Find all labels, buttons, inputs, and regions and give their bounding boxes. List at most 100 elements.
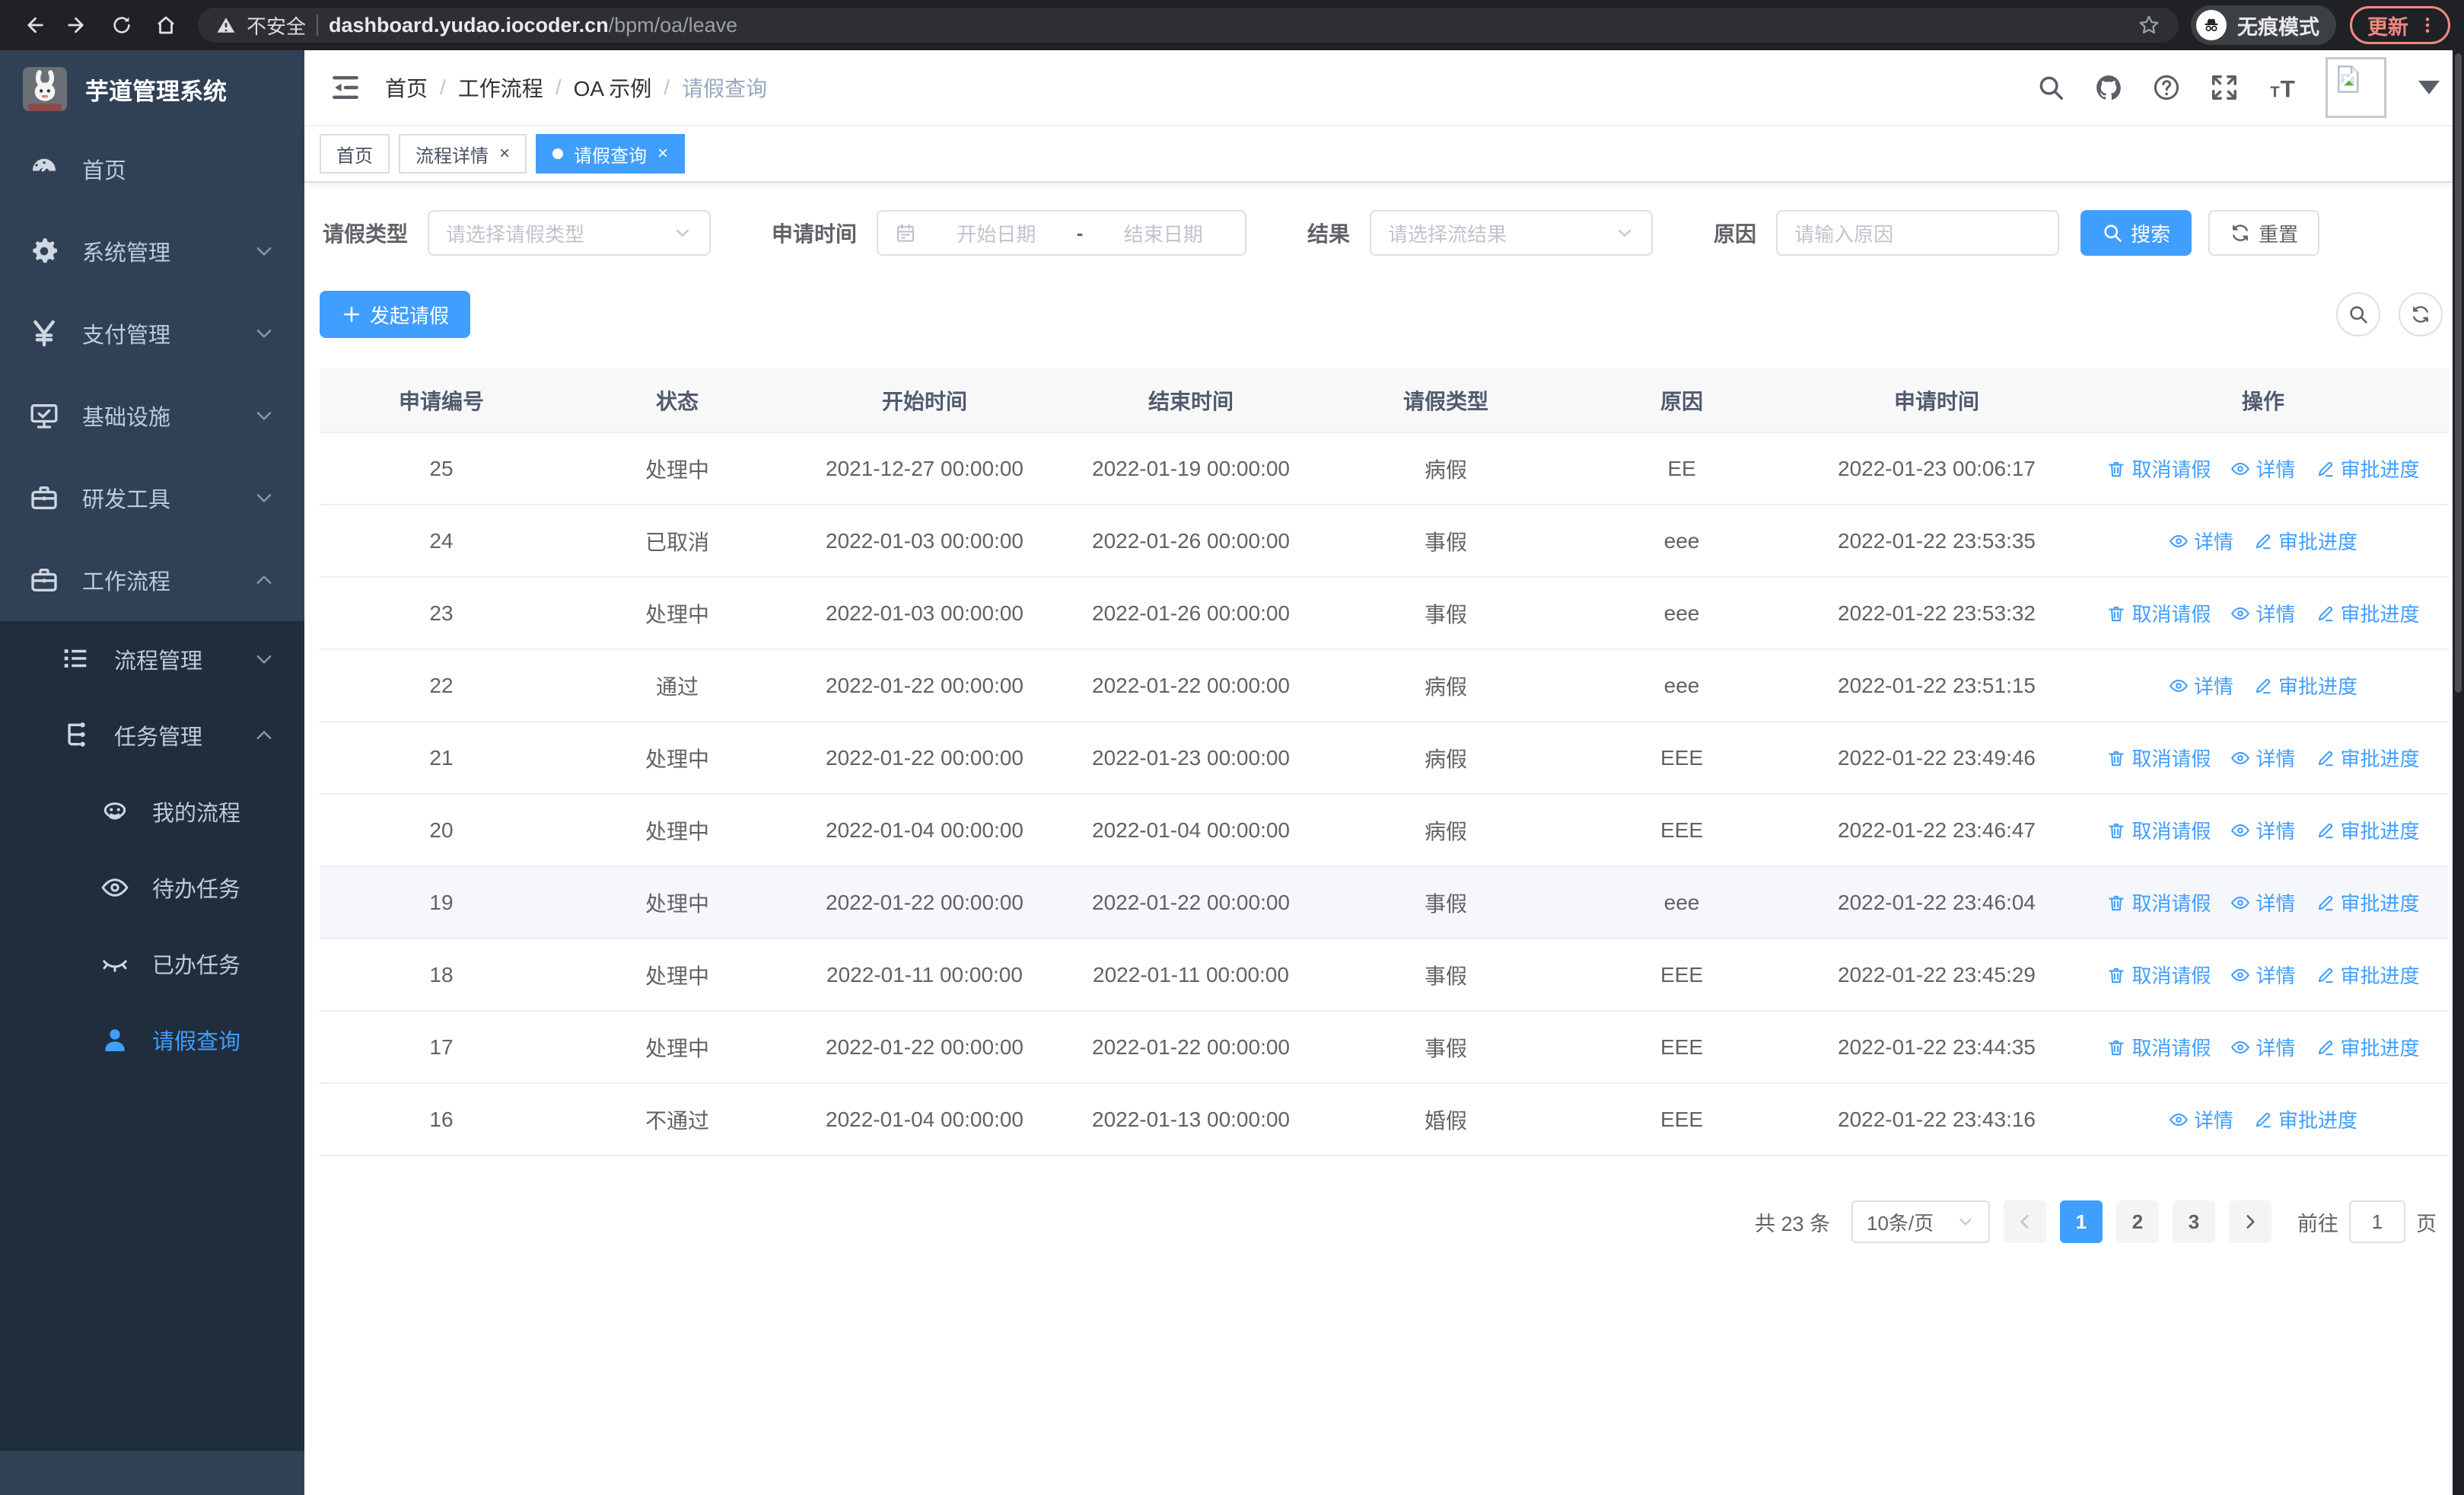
detail-link[interactable]: 详情	[2230, 1033, 2296, 1061]
font-size-icon[interactable]	[2268, 73, 2297, 102]
approval-progress-link[interactable]: 审批进度	[2316, 1033, 2420, 1061]
approval-progress-link[interactable]: 审批进度	[2253, 527, 2357, 555]
tab-leave-query[interactable]: 请假查询 ×	[536, 134, 686, 174]
detail-link[interactable]: 详情	[2230, 599, 2296, 627]
approval-progress-link[interactable]: 审批进度	[2316, 961, 2420, 989]
search-icon[interactable]	[2036, 73, 2065, 102]
cancel-leave-link[interactable]: 取消请假	[2106, 599, 2211, 627]
detail-link[interactable]: 详情	[2230, 888, 2296, 916]
cancel-leave-link[interactable]: 取消请假	[2106, 961, 2211, 989]
sidebar-item-payment[interactable]: 支付管理	[0, 292, 304, 375]
prev-page-button[interactable]	[2004, 1200, 2046, 1243]
sidebar-item-leave-query[interactable]: 请假查询	[0, 1002, 304, 1078]
sidebar-logo-row[interactable]: 芋道管理系统	[0, 50, 304, 128]
close-icon[interactable]: ×	[657, 143, 669, 164]
reason-input[interactable]: 请输入原因	[1776, 210, 2060, 256]
sidebar-item-dev-tools[interactable]: 研发工具	[0, 457, 304, 539]
sidebar-item-todo-tasks[interactable]: 待办任务	[0, 850, 304, 926]
search-button[interactable]: 搜索	[2080, 210, 2192, 256]
tab-process-detail[interactable]: 流程详情 ×	[399, 134, 527, 174]
sidebar-item-done-tasks[interactable]: 已办任务	[0, 926, 304, 1002]
end-date-input[interactable]: 结束日期	[1123, 222, 1203, 246]
close-icon[interactable]: ×	[499, 143, 511, 164]
browser-forward-button[interactable]	[58, 5, 97, 45]
tab-home[interactable]: 首页	[320, 134, 390, 174]
cancel-leave-link[interactable]: 取消请假	[2106, 888, 2211, 916]
eye-icon	[2169, 531, 2189, 551]
dashboard-icon	[29, 154, 59, 184]
cell-leave-type: 病假	[1324, 722, 1568, 795]
page-size-select[interactable]: 10条/页	[1851, 1200, 1990, 1243]
monitor-icon	[29, 400, 59, 431]
approval-progress-link[interactable]: 审批进度	[2316, 454, 2420, 483]
cancel-leave-link[interactable]: 取消请假	[2106, 744, 2211, 772]
trash-icon	[2106, 1038, 2126, 1057]
next-page-button[interactable]	[2229, 1200, 2271, 1243]
approval-progress-link[interactable]: 审批进度	[2316, 888, 2420, 916]
date-range-picker[interactable]: 开始日期 - 结束日期	[877, 210, 1247, 256]
scrollbar-thumb[interactable]	[2455, 53, 2462, 693]
page-scrollbar[interactable]	[2453, 50, 2464, 1495]
sidebar-item-system[interactable]: 系统管理	[0, 210, 304, 292]
cell-leave-type: 事假	[1324, 1011, 1568, 1084]
github-icon[interactable]	[2094, 73, 2123, 102]
detail-link[interactable]: 详情	[2230, 744, 2296, 772]
toggle-search-button[interactable]	[2336, 292, 2380, 336]
browser-home-button[interactable]	[146, 5, 186, 45]
approval-progress-link[interactable]: 审批进度	[2316, 816, 2420, 844]
address-bar[interactable]: 不安全 dashboard.yudao.iocoder.cn/bpm/oa/le…	[198, 8, 2179, 43]
sidebar-filler	[0, 1078, 304, 1451]
detail-link[interactable]: 详情	[2169, 671, 2233, 700]
cell-apply-id: 16	[320, 1083, 563, 1156]
approval-progress-link[interactable]: 审批进度	[2316, 744, 2420, 772]
start-date-input[interactable]: 开始日期	[957, 222, 1036, 246]
cancel-leave-link[interactable]: 取消请假	[2106, 1033, 2211, 1061]
breadcrumb-workflow[interactable]: 工作流程	[457, 77, 543, 100]
refresh-table-button[interactable]	[2399, 292, 2443, 336]
bookmark-star-icon[interactable]	[2138, 14, 2160, 37]
browser-reload-button[interactable]	[102, 5, 142, 45]
approval-progress-link[interactable]: 审批进度	[2253, 1105, 2357, 1133]
result-select[interactable]: 请选择流结果	[1370, 210, 1654, 256]
page-button-1[interactable]: 1	[2060, 1200, 2103, 1243]
breadcrumb-oa-example[interactable]: OA 示例	[573, 77, 652, 100]
user-menu-caret-icon[interactable]	[2418, 81, 2440, 94]
sidebar-item-process-management[interactable]: 流程管理	[0, 621, 304, 697]
leave-type-select[interactable]: 请选择请假类型	[428, 210, 712, 256]
fullscreen-icon[interactable]	[2210, 73, 2239, 102]
cell-leave-type: 病假	[1324, 432, 1568, 505]
approval-progress-link[interactable]: 审批进度	[2316, 599, 2420, 627]
browser-update-button[interactable]: 更新	[2350, 6, 2450, 44]
cancel-leave-link[interactable]: 取消请假	[2106, 816, 2211, 844]
pagination: 共 23 条 10条/页 1 2 3 前往 页	[320, 1200, 2449, 1243]
sidebar-item-infrastructure[interactable]: 基础设施	[0, 375, 304, 457]
page-button-2[interactable]: 2	[2116, 1200, 2159, 1243]
detail-link[interactable]: 详情	[2230, 454, 2296, 483]
sidebar-item-task-management[interactable]: 任务管理	[0, 697, 304, 773]
sidebar-item-my-processes[interactable]: 我的流程	[0, 773, 304, 850]
cell-end-time: 2022-01-19 00:00:00	[1058, 432, 1324, 505]
avatar[interactable]	[2326, 57, 2386, 118]
browser-back-button[interactable]	[14, 5, 53, 45]
detail-link[interactable]: 详情	[2230, 816, 2296, 844]
help-icon[interactable]	[2152, 73, 2181, 102]
eye-icon	[2230, 821, 2250, 840]
breadcrumb-home[interactable]: 首页	[385, 77, 428, 100]
reset-button[interactable]: 重置	[2208, 210, 2320, 256]
cell-start-time: 2022-01-22 00:00:00	[791, 649, 1058, 722]
sidebar-item-home[interactable]: 首页	[0, 128, 304, 210]
col-start-time: 开始时间	[791, 368, 1058, 433]
col-leave-type: 请假类型	[1324, 368, 1568, 433]
cell-apply-id: 21	[320, 722, 563, 795]
detail-link[interactable]: 详情	[2230, 961, 2296, 989]
cancel-leave-link[interactable]: 取消请假	[2106, 454, 2211, 483]
sidebar-collapse-icon[interactable]	[329, 71, 362, 104]
detail-link[interactable]: 详情	[2169, 527, 2233, 555]
goto-page-input[interactable]	[2349, 1200, 2405, 1243]
browser-menu-icon[interactable]	[2418, 15, 2437, 35]
sidebar-item-workflow[interactable]: 工作流程	[0, 539, 304, 621]
approval-progress-link[interactable]: 审批进度	[2253, 671, 2357, 700]
create-leave-button[interactable]: 发起请假	[320, 291, 471, 338]
detail-link[interactable]: 详情	[2169, 1105, 2233, 1133]
page-button-3[interactable]: 3	[2173, 1200, 2215, 1243]
